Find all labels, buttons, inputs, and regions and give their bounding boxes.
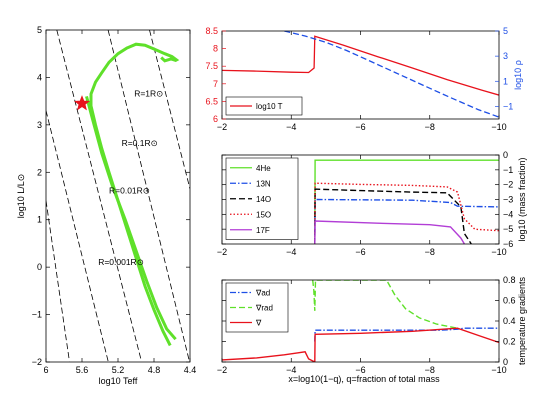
x-tick-label: −10 [491, 247, 506, 257]
x-tick-label: −8 [425, 247, 435, 257]
y-tick-label-right: 1 [503, 76, 508, 86]
series-line [284, 31, 499, 118]
hr-diagram-panel: R=1R⊙ R=0.1R⊙ R=0.01R⊙ R=0.001R⊙ 6 5.6 5.2 4.8 4… [16, 25, 196, 386]
x-tick-label: −2 [217, 365, 227, 375]
current-position-marker [73, 95, 91, 111]
series-line [222, 327, 499, 362]
radius-line [107, 30, 190, 361]
y-tick-label-left: 8 [213, 44, 218, 54]
x-tick-label: −10 [491, 365, 506, 375]
y-tick-label: 0 [37, 262, 42, 272]
x-tick-label: −6 [355, 122, 365, 132]
y-tick-label-left: 8.5 [205, 26, 218, 36]
series-line [312, 280, 458, 329]
x-tick-label: −10 [491, 122, 506, 132]
x-tick-label: −6 [355, 365, 365, 375]
y-tick-label-right: 0.6 [503, 296, 516, 306]
legend-label: ∇ad [255, 289, 270, 298]
series-line [314, 159, 499, 244]
radius-line [149, 30, 190, 189]
y-tick-label-right: 0.4 [503, 316, 516, 326]
y-tick-label: 5 [37, 25, 42, 35]
y-tick-label-right: 0.2 [503, 337, 516, 347]
y-tick-label-right: 0 [503, 357, 508, 367]
y-tick-label-right: 3 [503, 51, 508, 61]
radius-line [46, 110, 109, 362]
legend-label: 4He [256, 164, 271, 173]
y-tick-label-right: 0 [503, 150, 508, 160]
y-tick-label-left: 7.5 [205, 61, 218, 71]
y-axis-label-right: log10 (mass fraction) [517, 157, 527, 241]
y-tick-label-left: 6.5 [205, 96, 218, 106]
series-line [314, 182, 499, 244]
y-tick-label-left: 6 [213, 114, 218, 124]
series-line [314, 327, 499, 342]
x-tick-label: 5.6 [76, 365, 89, 375]
radius-label: R=0.01R⊙ [109, 186, 150, 196]
radius-line [46, 200, 70, 362]
legend-label: 15O [256, 210, 271, 219]
y-tick-label: −2 [32, 357, 42, 367]
radius-label: R=0.001R⊙ [98, 257, 144, 267]
legend-label: 13N [256, 179, 271, 188]
x-tick-label: −8 [425, 365, 435, 375]
x-tick-label: −8 [425, 122, 435, 132]
temperature-density-panel: −2 −4 −6 −8 −10 6 6.5 7 7.5 8 8.5 −1 1 3 5 log10 ρ log10… [205, 26, 523, 132]
legend-label: ∇ [255, 319, 262, 328]
y-tick-label-right: −6 [503, 239, 513, 249]
series-line [314, 220, 466, 244]
x-tick-label: −4 [286, 122, 296, 132]
legend-box [225, 282, 289, 333]
radius-label: R=0.1R⊙ [122, 138, 158, 148]
gradient-panel: −2 −4 −6 −8 −100 0.2 0.4 0.6 0.8 temperature grad… [217, 275, 527, 375]
y-tick-label: 2 [37, 167, 42, 177]
x-tick-label: 5.2 [112, 365, 125, 375]
legend-label: 17F [256, 226, 270, 235]
x-tick-label: 4.8 [148, 365, 161, 375]
y-tick-label: 1 [37, 215, 42, 225]
legend-box [225, 96, 303, 116]
x-tick-label: −2 [217, 122, 227, 132]
series-line [314, 188, 472, 244]
x-axis-label: log10 Teff [99, 376, 138, 386]
x-tick-label: 4.4 [184, 365, 197, 375]
y-tick-label-right: −1 [503, 101, 513, 111]
y-tick-label-left: 7 [213, 79, 218, 89]
radius-label: R=1R⊙ [134, 88, 163, 98]
y-tick-label-right: −2 [503, 180, 513, 190]
x-tick-label: −4 [286, 247, 296, 257]
y-tick-label-right: −4 [503, 209, 513, 219]
evolution-track-branch [85, 96, 177, 341]
radius-line [56, 30, 142, 362]
y-tick-label-right: −1 [503, 165, 513, 175]
legend-label: ∇rad [255, 304, 273, 313]
x-tick-label: 6 [43, 365, 48, 375]
series-line [222, 35, 499, 96]
shared-x-axis-label: x=log10(1−q), q=fraction of total mass [288, 374, 440, 384]
y-tick-label-right: −5 [503, 224, 513, 234]
y-tick-label-right: −3 [503, 195, 513, 205]
y-axis-label-right: log10 ρ [513, 60, 523, 90]
y-tick-label: −1 [32, 310, 42, 320]
y-tick-label-right: 0.8 [503, 275, 516, 285]
y-tick-label-right: 5 [503, 26, 508, 36]
evolution-track [89, 42, 180, 347]
legend-label: 14O [256, 195, 271, 204]
y-axis-label: log10 L/L⊙ [16, 174, 26, 219]
legend-box [225, 157, 299, 240]
y-tick-label: 4 [37, 72, 42, 82]
y-axis-label-right: temperature gradients [517, 276, 527, 365]
legend-label: log10 T [256, 102, 283, 111]
x-tick-label: −6 [355, 247, 365, 257]
x-tick-label: −4 [286, 365, 296, 375]
y-tick-label: 3 [37, 120, 42, 130]
x-tick-label: −2 [217, 247, 227, 257]
